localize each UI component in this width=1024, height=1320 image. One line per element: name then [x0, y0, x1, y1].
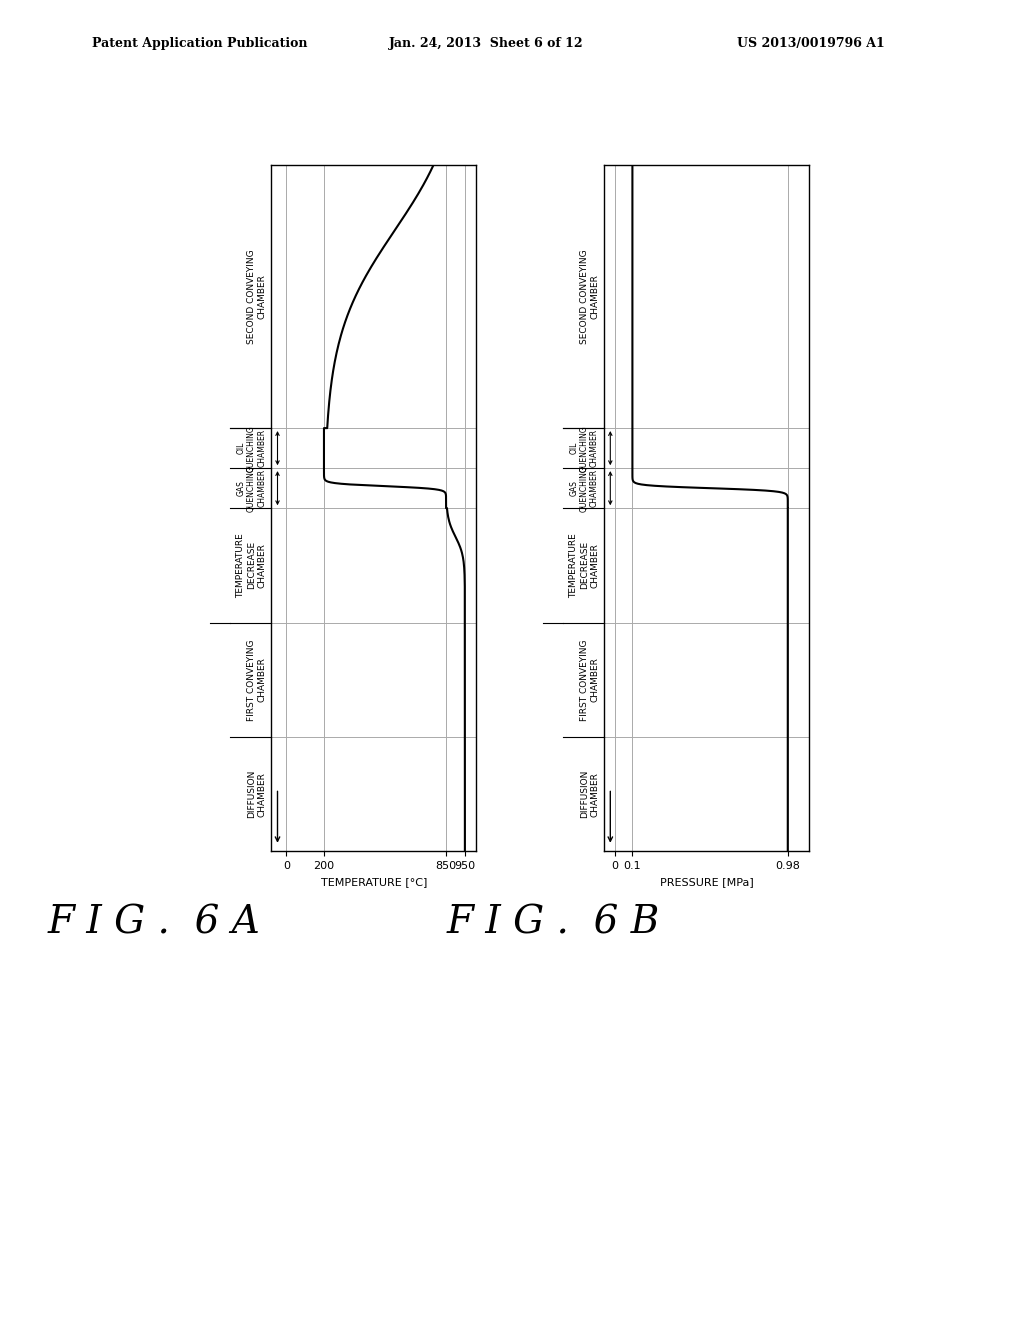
Text: TEMPERATURE
DECREASE
CHAMBER: TEMPERATURE DECREASE CHAMBER — [569, 533, 599, 598]
Text: GAS
QUENCHING
CHAMBER: GAS QUENCHING CHAMBER — [237, 465, 266, 512]
Text: DIFFUSION
CHAMBER: DIFFUSION CHAMBER — [580, 770, 599, 818]
X-axis label: TEMPERATURE [°C]: TEMPERATURE [°C] — [321, 876, 427, 887]
Text: F I G .  6 A: F I G . 6 A — [47, 904, 260, 941]
Text: TEMPERATURE
DECREASE
CHAMBER: TEMPERATURE DECREASE CHAMBER — [237, 533, 266, 598]
Text: US 2013/0019796 A1: US 2013/0019796 A1 — [737, 37, 885, 50]
Text: Jan. 24, 2013  Sheet 6 of 12: Jan. 24, 2013 Sheet 6 of 12 — [389, 37, 584, 50]
Text: OIL
QUENCHING
CHAMBER: OIL QUENCHING CHAMBER — [569, 425, 599, 471]
Text: GAS
QUENCHING
CHAMBER: GAS QUENCHING CHAMBER — [569, 465, 599, 512]
Text: DIFFUSION
CHAMBER: DIFFUSION CHAMBER — [247, 770, 266, 818]
Text: OIL
QUENCHING
CHAMBER: OIL QUENCHING CHAMBER — [237, 425, 266, 471]
Text: FIRST CONVEYING
CHAMBER: FIRST CONVEYING CHAMBER — [580, 639, 599, 721]
Text: SECOND CONVEYING
CHAMBER: SECOND CONVEYING CHAMBER — [580, 249, 599, 345]
X-axis label: PRESSURE [MPa]: PRESSURE [MPa] — [659, 876, 754, 887]
Text: FIRST CONVEYING
CHAMBER: FIRST CONVEYING CHAMBER — [247, 639, 266, 721]
Text: Patent Application Publication: Patent Application Publication — [92, 37, 307, 50]
Text: SECOND CONVEYING
CHAMBER: SECOND CONVEYING CHAMBER — [247, 249, 266, 345]
Text: F I G .  6 B: F I G . 6 B — [446, 904, 659, 941]
